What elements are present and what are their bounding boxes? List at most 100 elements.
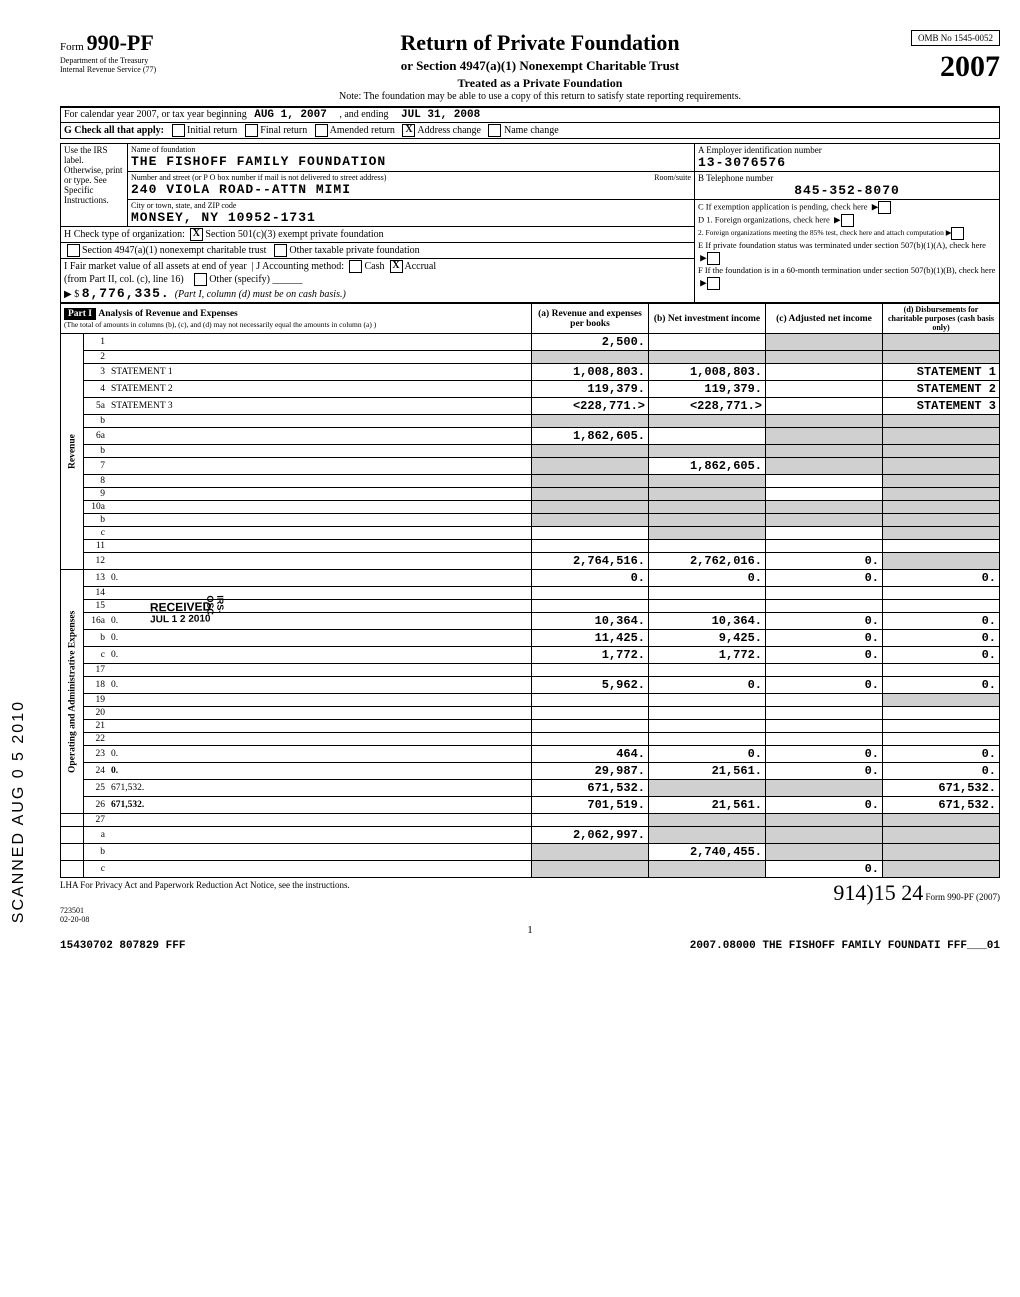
table-row: c [61,527,1000,540]
amount-cell-a: 29,987. [532,763,649,780]
row-desc: 0. [108,746,532,763]
blank-side [61,861,84,878]
checkbox-d1[interactable] [841,214,854,227]
amount-cell-c [766,415,883,428]
amount-cell-a: 119,379. [532,381,649,398]
amount-cell-b [649,445,766,458]
row-desc: 0. [108,763,532,780]
table-row: b [61,415,1000,428]
row-number: 26 [84,797,109,814]
checkbox-address[interactable]: X [402,124,415,137]
checkbox-4947[interactable] [67,244,80,257]
amount-cell-b [649,587,766,600]
row-number: b [84,630,109,647]
amount-cell-d [883,600,1000,613]
col-b-header: (b) Net investment income [649,304,766,334]
blank-side [61,814,84,827]
name-label: Name of foundation [131,145,691,154]
amount-cell-c: 0. [766,570,883,587]
amount-cell-b [649,780,766,797]
row-desc [108,488,532,501]
amount-cell-b [649,488,766,501]
table-row: 25671,532.671,532.671,532. [61,780,1000,797]
amount-cell-c [766,398,883,415]
amount-cell-b [649,527,766,540]
amount-cell-d [883,553,1000,570]
lha-notice: LHA For Privacy Act and Paperwork Reduct… [60,880,350,906]
table-row: Operating and Administrative Expenses130… [61,570,1000,587]
amount-cell-b: 0. [649,746,766,763]
amount-cell-a: 701,519. [532,797,649,814]
row-desc: STATEMENT 3 [108,398,532,415]
g-opt-0: Initial return [187,125,237,136]
table-row: 71,862,605. [61,458,1000,475]
amount-cell-c [766,733,883,746]
checkbox-amended[interactable] [315,124,328,137]
amount-cell-b: 0. [649,570,766,587]
col-a-header: (a) Revenue and expenses per books [532,304,649,334]
row-number: 1 [84,334,109,351]
h-opt-1: Section 501(c)(3) exempt private foundat… [205,229,383,240]
j-note: (Part I, column (d) must be on cash basi… [175,289,346,300]
amount-cell-b [649,428,766,445]
amount-cell-c [766,720,883,733]
row-desc [108,861,532,878]
amount-cell-a: 0. [532,570,649,587]
table-row: 16a0.10,364.10,364.0.0. [61,613,1000,630]
foundation-name: THE FISHOFF FAMILY FOUNDATION [131,154,691,169]
amount-cell-d: 671,532. [883,797,1000,814]
form-header: Form 990-PF Department of the Treasury I… [60,30,1000,102]
row-number: 18 [84,677,109,694]
page-number: 1 [60,924,1000,936]
form-number: 990-PF [87,30,154,55]
checkbox-initial[interactable] [172,124,185,137]
checkbox-other-tax[interactable] [274,244,287,257]
amount-cell-c [766,707,883,720]
dept-line-2: Internal Revenue Service (77) [60,65,210,74]
checkbox-other-method[interactable] [194,273,207,286]
row-desc: STATEMENT 2 [108,381,532,398]
g-opt-2: Amended return [330,125,395,136]
row-number: b [84,445,109,458]
checkbox-name[interactable] [488,124,501,137]
amount-cell-b [649,707,766,720]
i-label: I Fair market value of all assets at end… [64,261,247,272]
amount-cell-a [532,814,649,827]
j-other: Other (specify) [209,274,270,285]
amount-cell-b: 2,762,016. [649,553,766,570]
amount-cell-b [649,540,766,553]
row-desc: 0. [108,613,532,630]
row-desc [108,707,532,720]
amount-cell-a [532,694,649,707]
part1-label: Part I [64,308,96,320]
checkbox-f[interactable] [707,277,720,290]
tax-year: 2007 [870,50,1000,84]
checkbox-d2[interactable] [951,227,964,240]
row-number: 14 [84,587,109,600]
amount-cell-a: 2,764,516. [532,553,649,570]
table-row: 6a1,862,605. [61,428,1000,445]
checkbox-accrual[interactable]: X [390,260,403,273]
table-row: 10a [61,501,1000,514]
row-number: 15 [84,600,109,613]
checkbox-cash[interactable] [349,260,362,273]
amount-cell-a [532,501,649,514]
col-d-header: (d) Disbursements for charitable purpose… [883,304,1000,334]
row-number: b [84,514,109,527]
amount-cell-d: 0. [883,763,1000,780]
checkbox-c[interactable] [878,201,891,214]
checkbox-e[interactable] [707,252,720,265]
form-note: Note: The foundation may be able to use … [210,91,870,102]
amount-cell-c: 0. [766,677,883,694]
checkbox-501c3[interactable]: X [190,228,203,241]
row-number: 6a [84,428,109,445]
checkbox-final[interactable] [245,124,258,137]
amount-cell-a [532,514,649,527]
amount-cell-c: 0. [766,861,883,878]
amount-cell-c [766,351,883,364]
amount-cell-a: 1,772. [532,647,649,664]
row-number: 9 [84,488,109,501]
footer-mid: 2007.08000 THE FISHOFF FAMILY FOUNDATI F… [690,940,1000,952]
amount-cell-c [766,827,883,844]
omb-number: OMB No 1545-0052 [911,30,1000,46]
